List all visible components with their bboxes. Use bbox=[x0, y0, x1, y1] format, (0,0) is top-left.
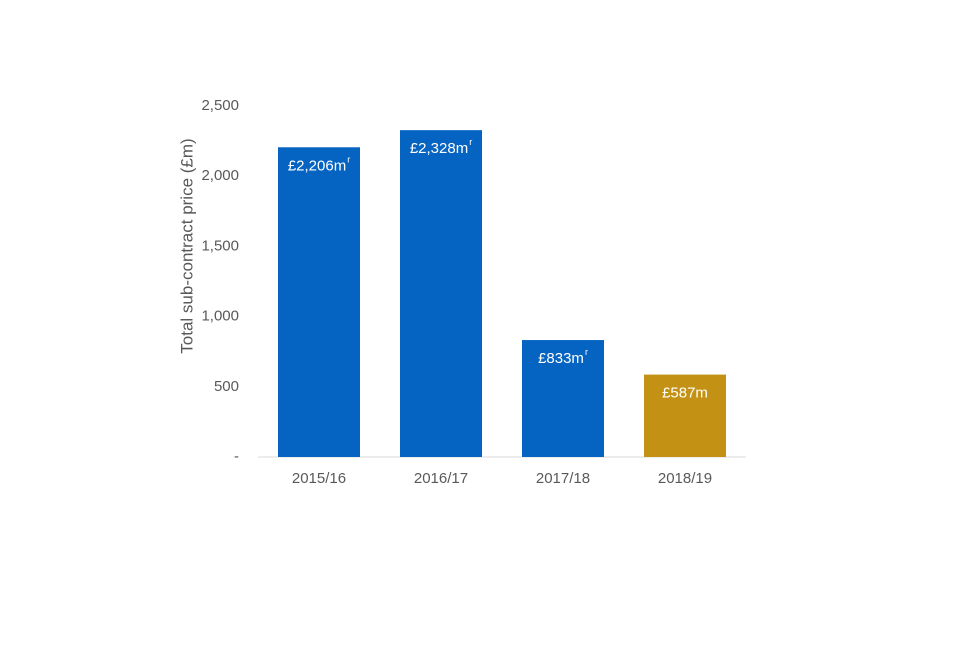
y-tick-label: 2,500 bbox=[201, 97, 239, 114]
data-label: £833mr bbox=[538, 347, 588, 367]
y-tick-label: 500 bbox=[214, 378, 239, 395]
revised-marker: r bbox=[469, 138, 472, 148]
x-tick-label: 2018/19 bbox=[658, 470, 712, 487]
y-axis-title: Total sub-contract price (£m) bbox=[177, 138, 196, 353]
x-tick-label: 2017/18 bbox=[536, 470, 590, 487]
x-tick-label: 2016/17 bbox=[414, 470, 468, 487]
y-tick-label: 2,000 bbox=[201, 167, 239, 184]
revised-marker: r bbox=[347, 155, 350, 165]
revised-marker: r bbox=[585, 347, 588, 357]
data-label: £2,206mr bbox=[288, 155, 350, 175]
bar-2016-17 bbox=[400, 130, 482, 457]
y-tick-label: 1,500 bbox=[201, 237, 239, 254]
bar-2018-19 bbox=[644, 374, 726, 457]
x-tick-label: 2015/16 bbox=[292, 470, 346, 487]
bar-2015-16 bbox=[278, 147, 360, 458]
bar-2017-18 bbox=[522, 340, 604, 457]
y-tick-label: - bbox=[234, 448, 239, 465]
data-label: £2,328mr bbox=[410, 138, 472, 158]
y-tick-label: 1,000 bbox=[201, 308, 239, 325]
data-label: £587m bbox=[662, 385, 708, 402]
